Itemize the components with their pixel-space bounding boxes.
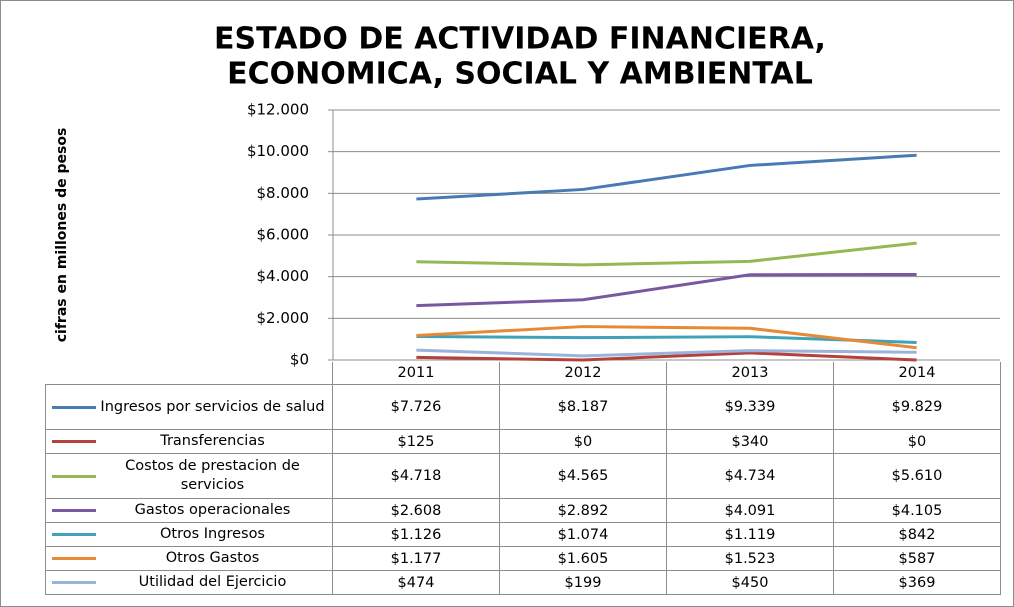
table-value: $4.734 xyxy=(666,453,834,499)
table-value: $587 xyxy=(833,546,1001,571)
series-line xyxy=(416,351,917,362)
table-value: $1.605 xyxy=(499,546,667,571)
legend-swatch xyxy=(52,440,96,443)
x-tick-label: 2014 xyxy=(833,362,1001,385)
series-line xyxy=(416,241,917,267)
legend-label: Utilidad del Ejercicio xyxy=(138,574,287,590)
y-tick-label: $0 xyxy=(290,351,309,369)
legend-entry: Transferencias xyxy=(46,432,332,451)
legend-entry: Costos de prestacion de servicios xyxy=(46,457,332,495)
table-value: $1.523 xyxy=(666,546,834,571)
legend-label: Ingresos por servicios de salud xyxy=(100,398,325,415)
legend-label: Costos de prestacion de servicios xyxy=(125,458,300,493)
x-tick-label: 2012 xyxy=(499,362,667,385)
legend-cell: Otros Ingresos xyxy=(45,522,333,547)
series-line xyxy=(416,348,917,358)
series-line xyxy=(416,272,917,308)
legend-cell: Ingresos por servicios de salud xyxy=(45,384,333,430)
table-value: $1.126 xyxy=(332,522,500,547)
table-value: $8.187 xyxy=(499,384,667,430)
table-header-row: 2011 2012 2013 2014 xyxy=(46,362,1001,385)
table-row: Ingresos por servicios de salud $7.726 $8.… xyxy=(45,384,1001,430)
table-value: $1.177 xyxy=(332,546,500,571)
table-value: $369 xyxy=(833,570,1001,595)
series-line xyxy=(416,335,917,344)
legend-swatch xyxy=(52,474,96,478)
table-value: $1.119 xyxy=(666,522,834,547)
legend-entry: Otros Gastos xyxy=(46,549,332,568)
table-value: $842 xyxy=(833,522,1001,547)
table-value: $2.608 xyxy=(332,498,500,523)
table-value: $4.718 xyxy=(332,453,500,499)
legend-swatch xyxy=(52,533,96,536)
table-value: $340 xyxy=(666,429,834,454)
legend-cell: Otros Gastos xyxy=(45,546,333,571)
y-tick-label: $6.000 xyxy=(257,226,310,244)
legend-entry: Gastos operacionales xyxy=(46,501,332,520)
table-value: $4.105 xyxy=(833,498,1001,523)
legend-label: Gastos operacionales xyxy=(134,502,291,518)
legend-swatch xyxy=(52,557,96,560)
x-tick-label: 2011 xyxy=(332,362,500,385)
table-row: Otros Ingresos $1.126 $1.074 $1.119 $842 xyxy=(45,522,1001,547)
legend-label: Otros Gastos xyxy=(165,550,260,566)
legend-entry: Ingresos por servicios de salud xyxy=(46,398,332,417)
y-tick-label: $12.000 xyxy=(247,101,309,119)
legend-cell: Transferencias xyxy=(45,429,333,454)
legend-label: Transferencias xyxy=(160,433,265,449)
table-value: $9.829 xyxy=(833,384,1001,430)
table-value: $9.339 xyxy=(666,384,834,430)
table-value: $125 xyxy=(332,429,500,454)
legend-swatch xyxy=(52,581,96,584)
table-value: $450 xyxy=(666,570,834,595)
table-value: $1.074 xyxy=(499,522,667,547)
table-value: $0 xyxy=(833,429,1001,454)
y-tick-label: $8.000 xyxy=(257,184,310,202)
table-value: $7.726 xyxy=(332,384,500,430)
table-value: $4.565 xyxy=(499,453,667,499)
table-row: Costos de prestacion de servicios $4.718 $… xyxy=(45,453,1001,499)
legend-label: Otros Ingresos xyxy=(160,526,265,542)
table-row: Transferencias $125 $0 $340 $0 xyxy=(45,429,1001,454)
table-row: Otros Gastos $1.177 $1.605 $1.523 $587 xyxy=(45,546,1001,571)
series-line xyxy=(416,325,917,350)
y-tick-label: $4.000 xyxy=(257,267,310,285)
y-tick-label: $2.000 xyxy=(257,309,310,327)
series-line xyxy=(416,153,917,201)
table-value: $199 xyxy=(499,570,667,595)
legend-cell: Costos de prestacion de servicios xyxy=(45,453,333,499)
table-value: $5.610 xyxy=(833,453,1001,499)
table-value: $2.892 xyxy=(499,498,667,523)
table-value: $0 xyxy=(499,429,667,454)
chart-title: ESTADO DE ACTIVIDAD FINANCIERA, xyxy=(214,22,826,57)
table-value: $4.091 xyxy=(666,498,834,523)
legend-cell: Utilidad del Ejercicio xyxy=(45,570,333,595)
table-row: Gastos operacionales $2.608 $2.892 $4.091 $4… xyxy=(45,498,1001,523)
legend-entry: Utilidad del Ejercicio xyxy=(46,573,332,592)
legend-swatch xyxy=(52,405,96,409)
legend-entry: Otros Ingresos xyxy=(46,525,332,544)
legend-swatch xyxy=(52,509,96,512)
y-tick-label: $10.000 xyxy=(247,142,309,160)
x-tick-label: 2013 xyxy=(666,362,834,385)
y-axis-label: cifras en millones de pesos xyxy=(54,128,70,343)
data-table: 2011 2012 2013 2014 Ingresos por servicios d… xyxy=(45,362,1001,595)
table-row: Utilidad del Ejercicio $474 $199 $450 $369 xyxy=(45,570,1001,595)
chart-title: ECONOMICA, SOCIAL Y AMBIENTAL xyxy=(227,57,813,92)
table-corner xyxy=(46,362,333,385)
legend-cell: Gastos operacionales xyxy=(45,498,333,523)
table-value: $474 xyxy=(332,570,500,595)
